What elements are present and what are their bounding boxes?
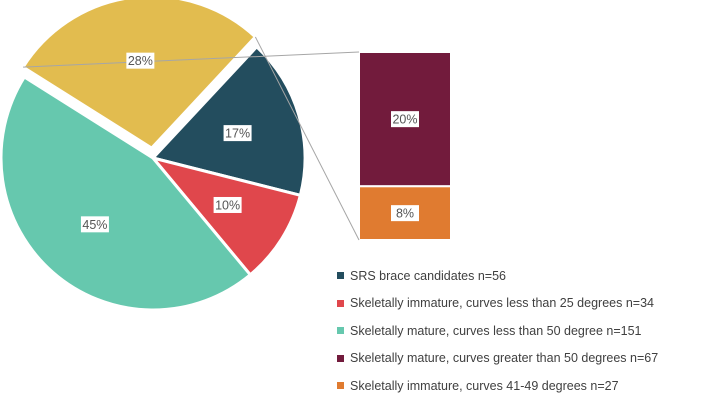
legend-item-immature-41-49: Skeletally immature, curves 41-49 degree…: [337, 372, 707, 400]
data-label-box: [391, 111, 419, 128]
chart-legend: SRS brace candidates n=56 Skeletally imm…: [337, 262, 707, 400]
legend-swatch: [337, 327, 344, 335]
data-label: 20%: [391, 111, 419, 128]
data-label-text: 28%: [128, 54, 153, 68]
pie-slice-skeletally-mature-curves-less-than-50-degree-n-151: [0, 74, 253, 312]
legend-swatch: [337, 354, 344, 362]
legend-swatch: [337, 382, 344, 390]
legend-item-mature-over-50: Skeletally mature, curves greater than 5…: [337, 345, 707, 373]
legend-swatch: [337, 272, 344, 280]
data-label-box: [223, 125, 252, 142]
data-label: 45%: [80, 216, 109, 233]
data-label-text: 20%: [392, 113, 417, 127]
data-label-text: 45%: [82, 218, 107, 232]
legend-item-srs-brace: SRS brace candidates n=56: [337, 262, 707, 290]
legend-label: SRS brace candidates n=56: [350, 268, 507, 283]
data-label-box: [213, 196, 242, 213]
pie-slice-other-broken-out-to-bar: [21, 0, 258, 151]
data-label-box: [391, 205, 419, 222]
connector-line-top: [23, 51, 360, 68]
legend-label: Skeletally immature, curves less than 25…: [350, 296, 654, 311]
legend-swatch: [337, 299, 344, 307]
legend-item-immature-under-25: Skeletally immature, curves less than 25…: [337, 290, 707, 318]
data-label: 17%: [223, 125, 252, 142]
data-label: 8%: [391, 205, 419, 222]
data-label: 28%: [126, 52, 155, 69]
data-label: 10%: [213, 196, 242, 213]
data-label-text: 10%: [215, 198, 240, 212]
connector-line-bottom: [254, 36, 360, 241]
data-label-box: [80, 216, 109, 233]
legend-label: Skeletally mature, curves less than 50 d…: [350, 323, 642, 338]
pie-slice-skeletally-immature-curves-less-than-25-degrees-n-34: [148, 155, 303, 277]
data-label-box: [126, 52, 155, 69]
legend-label: Skeletally immature, curves 41-49 degree…: [350, 378, 619, 393]
legend-label: Skeletally mature, curves greater than 5…: [350, 351, 659, 366]
data-label-text: 17%: [225, 127, 250, 141]
data-label-text: 8%: [396, 207, 414, 221]
legend-item-mature-under-50: Skeletally mature, curves less than 50 d…: [337, 317, 707, 345]
